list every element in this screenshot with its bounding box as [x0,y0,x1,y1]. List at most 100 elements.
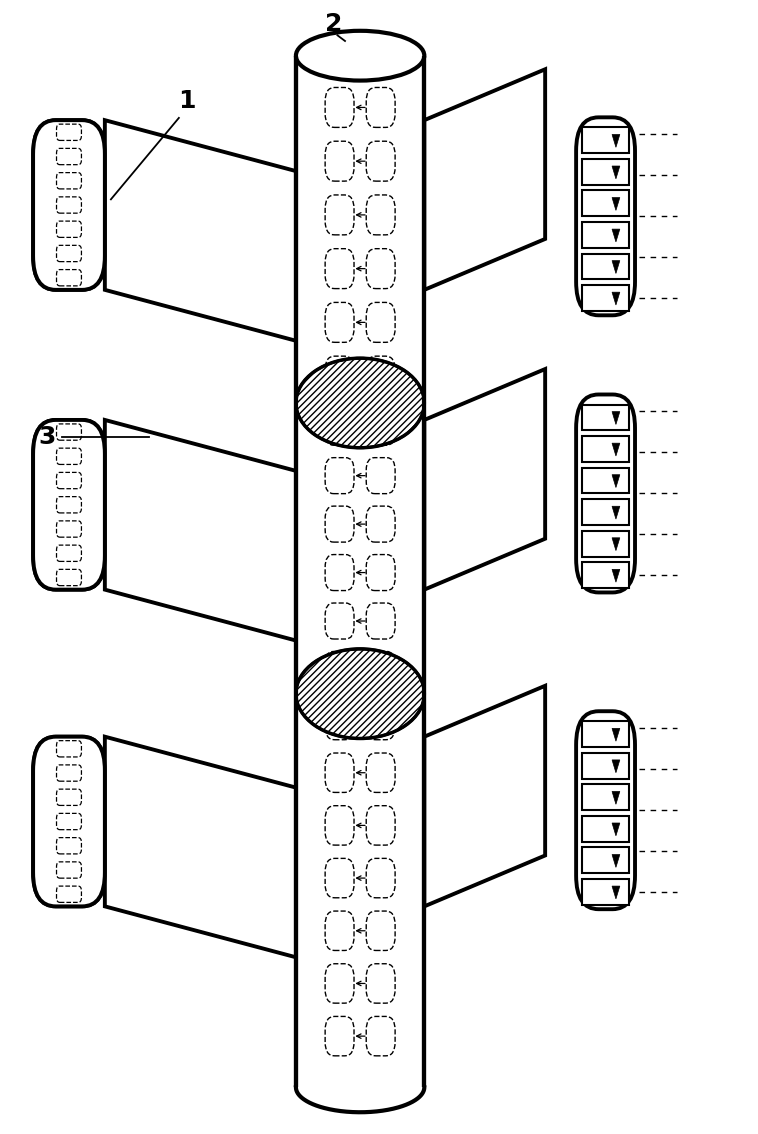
FancyBboxPatch shape [366,555,395,591]
FancyBboxPatch shape [576,395,635,592]
Bar [296,56,424,1088]
FancyBboxPatch shape [366,356,395,396]
FancyBboxPatch shape [57,197,81,213]
FancyBboxPatch shape [325,142,354,181]
FancyBboxPatch shape [325,356,354,396]
FancyBboxPatch shape [325,409,354,446]
Polygon shape [105,120,296,340]
FancyBboxPatch shape [366,911,395,950]
Bar [582,254,629,279]
FancyBboxPatch shape [57,197,81,213]
FancyBboxPatch shape [366,303,395,342]
FancyBboxPatch shape [325,195,354,235]
FancyBboxPatch shape [366,142,395,181]
FancyBboxPatch shape [366,506,395,542]
FancyBboxPatch shape [57,424,81,440]
Polygon shape [424,69,545,290]
Polygon shape [612,443,620,456]
Polygon shape [105,737,296,957]
FancyBboxPatch shape [366,964,395,1004]
FancyBboxPatch shape [366,555,395,591]
FancyBboxPatch shape [325,753,354,793]
FancyBboxPatch shape [576,117,635,315]
FancyBboxPatch shape [57,497,81,513]
FancyBboxPatch shape [57,838,81,854]
Polygon shape [612,293,620,305]
Polygon shape [612,475,620,488]
FancyBboxPatch shape [366,248,395,288]
FancyBboxPatch shape [57,789,81,805]
FancyBboxPatch shape [325,701,354,739]
FancyBboxPatch shape [57,270,81,286]
Ellipse shape [296,649,424,738]
FancyBboxPatch shape [57,245,81,262]
Polygon shape [612,412,620,424]
FancyBboxPatch shape [33,737,105,906]
Bar [582,721,629,747]
Text: 2: 2 [325,12,343,36]
FancyBboxPatch shape [366,1016,395,1056]
FancyBboxPatch shape [366,409,395,446]
FancyBboxPatch shape [33,737,105,906]
FancyBboxPatch shape [325,303,354,342]
Bar [582,467,629,493]
Polygon shape [612,728,620,742]
Polygon shape [612,792,620,804]
FancyBboxPatch shape [325,248,354,288]
FancyBboxPatch shape [366,87,395,127]
Bar [582,531,629,557]
FancyBboxPatch shape [57,497,81,513]
Polygon shape [612,261,620,273]
FancyBboxPatch shape [57,862,81,878]
FancyBboxPatch shape [57,270,81,286]
FancyBboxPatch shape [325,753,354,793]
FancyBboxPatch shape [366,356,395,396]
Bar [582,437,629,462]
FancyBboxPatch shape [57,813,81,830]
FancyBboxPatch shape [325,964,354,1004]
FancyBboxPatch shape [325,248,354,288]
FancyBboxPatch shape [325,506,354,542]
Polygon shape [612,538,620,551]
Text: 3: 3 [38,425,55,449]
FancyBboxPatch shape [366,603,395,640]
FancyBboxPatch shape [57,789,81,805]
Polygon shape [612,823,620,836]
Polygon shape [612,506,620,519]
FancyBboxPatch shape [325,651,354,687]
FancyBboxPatch shape [57,813,81,830]
FancyBboxPatch shape [325,356,354,396]
FancyBboxPatch shape [325,195,354,235]
FancyBboxPatch shape [366,142,395,181]
FancyBboxPatch shape [366,651,395,687]
Polygon shape [612,760,620,772]
FancyBboxPatch shape [366,753,395,793]
Ellipse shape [296,31,424,81]
Polygon shape [105,420,296,641]
Bar [582,159,629,185]
FancyBboxPatch shape [325,911,354,950]
FancyBboxPatch shape [325,603,354,640]
Bar [582,815,629,841]
FancyBboxPatch shape [325,858,354,898]
FancyBboxPatch shape [57,221,81,237]
FancyBboxPatch shape [57,448,81,465]
FancyBboxPatch shape [57,245,81,262]
FancyBboxPatch shape [366,248,395,288]
FancyBboxPatch shape [57,221,81,237]
Text: 1: 1 [177,88,195,113]
FancyBboxPatch shape [325,701,354,739]
FancyBboxPatch shape [57,124,81,141]
FancyBboxPatch shape [33,120,105,290]
FancyBboxPatch shape [366,603,395,640]
FancyBboxPatch shape [57,172,81,189]
Bar [582,785,629,810]
FancyBboxPatch shape [325,555,354,591]
FancyBboxPatch shape [366,87,395,127]
FancyBboxPatch shape [325,858,354,898]
Polygon shape [612,569,620,582]
FancyBboxPatch shape [57,862,81,878]
FancyBboxPatch shape [57,569,81,585]
FancyBboxPatch shape [366,458,395,493]
Bar [582,499,629,525]
